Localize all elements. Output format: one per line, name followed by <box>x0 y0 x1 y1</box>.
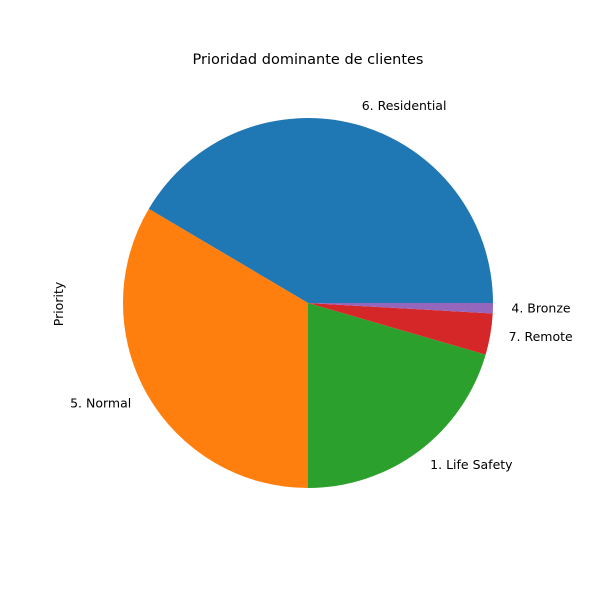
pie-slice-label-3: 7. Remote <box>509 329 573 344</box>
pie-slice-0 <box>148 118 493 304</box>
pie-slice-4 <box>308 303 493 314</box>
pie-slice-label-2: 1. Life Safety <box>430 457 513 472</box>
pie-slice-1 <box>123 208 308 488</box>
pie-slice-2 <box>308 303 486 488</box>
pie-slice-label-0: 6. Residential <box>362 98 447 113</box>
pie-slice-label-4: 4. Bronze <box>511 300 570 315</box>
pie-slices <box>123 118 493 488</box>
pie-slice-3 <box>308 303 493 355</box>
pie-slice-label-1: 5. Normal <box>70 395 131 410</box>
chart-title: Prioridad dominante de clientes <box>193 52 424 68</box>
y-axis-label: Priority <box>51 281 66 326</box>
pie-labels: 6. Residential 5. Normal 1. Life Safety 7. … <box>70 98 573 472</box>
